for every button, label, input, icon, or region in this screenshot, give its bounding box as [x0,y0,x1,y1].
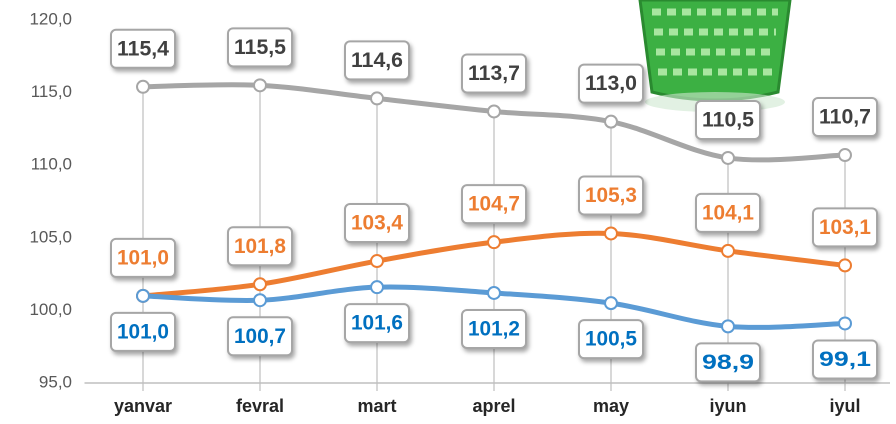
data-label: 104,1 [695,192,761,233]
point-marker [136,79,150,94]
data-label: 114,6 [344,40,410,81]
x-tick-label: aprel [472,396,515,416]
point-marker [721,319,735,334]
point-marker [136,288,150,303]
point-marker [721,150,735,165]
data-label-box [110,311,176,352]
data-label: 101,8 [227,226,293,267]
y-tick-label: 100,0 [29,300,72,319]
data-label-box [578,319,644,360]
data-label-box [461,308,527,349]
point-marker [604,226,618,241]
point-marker [253,293,267,308]
data-label-text: 98,9 [702,351,754,374]
data-label: 110,7 [812,97,878,138]
data-label-text: 103,4 [351,212,403,235]
point-marker [253,78,267,93]
x-tick-label: iyun [709,396,746,416]
point-marker [487,104,501,119]
data-label-box [227,226,293,267]
point-marker [721,243,735,258]
data-label: 99,1 [812,339,878,380]
data-label-text: 101,8 [234,235,286,258]
data-label-text: 99,1 [819,348,871,371]
data-label-box [344,203,410,244]
point-marker [487,285,501,300]
point-marker [838,148,852,163]
data-label-text: 100,5 [585,328,637,351]
data-label: 113,0 [578,63,644,104]
data-label: 100,7 [227,316,293,357]
data-label-box [695,192,761,233]
data-label-box [578,63,644,104]
data-label-box [695,342,761,383]
point-marker [838,258,852,273]
point-marker [838,316,852,331]
data-label: 105,3 [578,175,644,216]
data-label-text: 115,5 [234,36,286,59]
data-label-box [110,28,176,69]
y-tick-label: 115,0 [31,82,72,101]
data-label-box [344,40,410,81]
x-tick-label: may [593,396,629,416]
point-marker [604,296,618,311]
data-label-text: 104,7 [468,193,520,216]
x-tick-label: iyul [829,396,860,416]
x-tick-label: mart [357,396,396,416]
data-label-text: 114,6 [351,49,403,72]
data-label-text: 101,0 [117,246,169,269]
x-tick-label: yanvar [114,396,172,416]
data-label-text: 104,1 [702,201,754,224]
point-marker [604,114,618,129]
data-label: 101,2 [461,308,527,349]
data-label-box [461,184,527,225]
data-label-box [812,207,878,248]
data-label-box [344,303,410,344]
data-label-text: 101,6 [351,312,403,335]
data-label-box [578,175,644,216]
x-tick-label: fevral [236,396,284,416]
data-label-text: 113,7 [468,62,520,85]
data-label: 103,4 [344,203,410,244]
data-label-box [695,99,761,140]
data-label: 103,1 [812,207,878,248]
y-tick-label: 105,0 [29,227,72,246]
data-label-text: 115,4 [117,37,169,60]
data-label: 104,7 [461,184,527,225]
data-label: 101,6 [344,303,410,344]
data-label: 101,0 [110,311,176,352]
data-label-box [812,339,878,380]
data-label: 110,5 [695,99,761,140]
point-marker [370,280,384,295]
data-label: 115,4 [110,28,176,69]
data-label-box [227,27,293,68]
data-label: 100,5 [578,319,644,360]
data-label-text: 101,0 [117,320,169,343]
point-marker [253,277,267,292]
data-label-text: 113,0 [585,72,637,95]
data-label-text: 100,7 [234,325,286,348]
data-label: 101,0 [110,237,176,278]
y-tick-label: 110,0 [31,155,72,174]
data-label-box [227,316,293,357]
y-tick-label: 95,0 [39,372,72,391]
data-label-text: 110,7 [819,106,871,129]
data-label-text: 105,3 [585,184,637,207]
data-label-text: 110,5 [702,108,754,131]
data-label-text: 101,2 [468,318,520,341]
data-label-box [110,237,176,278]
basket-illustration [638,0,792,112]
data-label-box [461,53,527,94]
data-label-box [812,97,878,138]
data-label: 113,7 [461,53,527,94]
y-tick-label: 120,0 [29,9,72,28]
data-label: 98,9 [695,342,761,383]
data-label-text: 103,1 [819,216,871,239]
point-marker [370,91,384,106]
point-marker [370,254,384,269]
data-label: 115,5 [227,27,293,68]
point-marker [487,235,501,250]
